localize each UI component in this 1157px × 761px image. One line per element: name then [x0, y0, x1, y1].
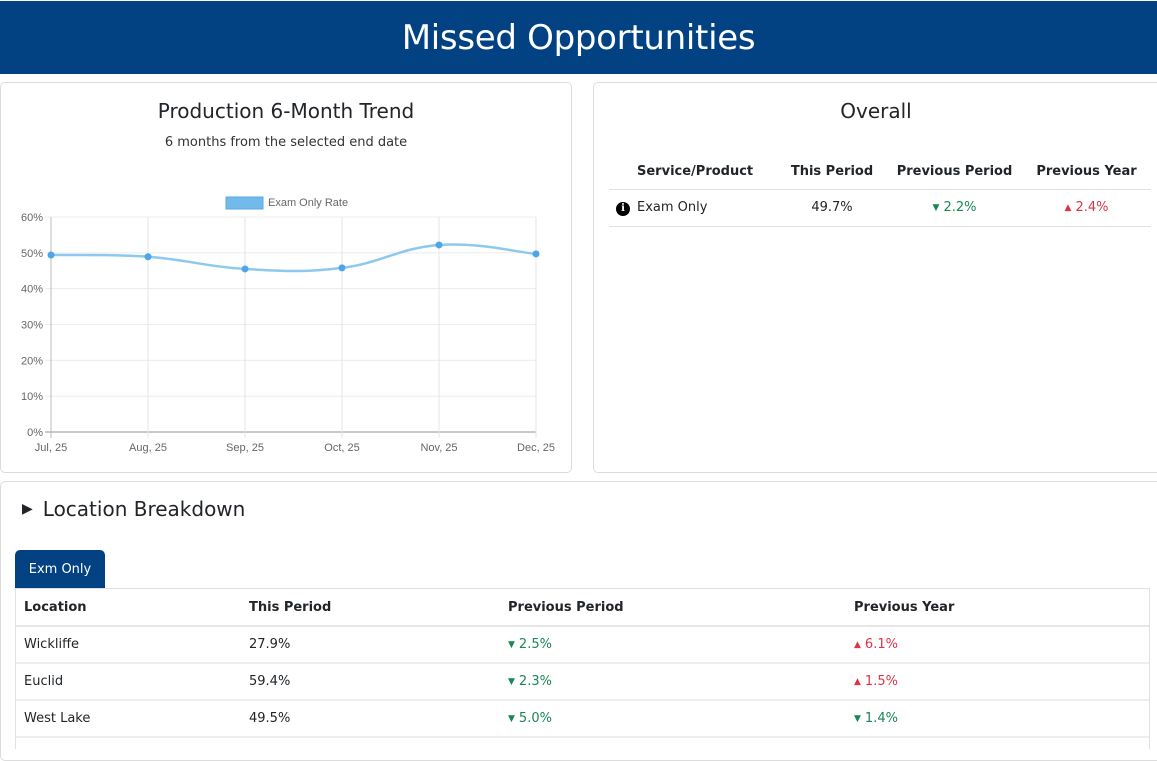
change-value: 1.5% [864, 674, 898, 689]
change-value: 2.2% [943, 200, 977, 215]
prev-period-cell-value: ▼ 5.0% [508, 711, 552, 726]
legend-swatch [225, 196, 264, 210]
overall-table: Service/Product This Period Previous Per… [609, 155, 1151, 227]
this-period-cell: 49.5% [241, 700, 500, 738]
this-period-cell: 49.7% [777, 189, 887, 227]
prev-year-cell-value: ▲ 1.5% [854, 674, 898, 689]
data-point [241, 265, 249, 273]
col-prev-year: Previous Year [846, 589, 1149, 627]
location-row: Wickliffe 27.9% ▼ 2.5% ▲ 6.1% [16, 626, 1149, 664]
tab-exam-only[interactable]: Exm Only [15, 550, 105, 588]
y-tick-label: 0% [27, 427, 43, 439]
change-value: 5.0% [518, 711, 552, 726]
triangle-up-icon: ▲ [854, 640, 861, 650]
y-tick-label: 50% [21, 248, 43, 260]
location-table: Location This Period Previous Period Pre… [16, 589, 1149, 749]
triangle-down-icon: ▼ [508, 640, 515, 650]
change-value: 2.4% [1075, 200, 1109, 215]
prev-year-cell-value: ▲ 2.4% [1065, 200, 1109, 215]
empty-row [16, 737, 1149, 749]
x-tick-label: Oct, 25 [324, 442, 359, 454]
trend-subtitle: 6 months from the selected end date [164, 135, 408, 150]
location-cell: West Lake [16, 700, 241, 738]
prev-year-cell: ▲ 1.5% [846, 663, 1149, 701]
change-value: 2.5% [518, 637, 552, 652]
data-point [532, 250, 540, 258]
col-prev-period: Previous Period [500, 589, 846, 627]
change-value: 6.1% [864, 637, 898, 652]
x-tick-label: Aug, 25 [129, 442, 167, 454]
prev-year-cell-value: ▼ 1.4% [854, 711, 898, 726]
x-tick-label: Jul, 25 [35, 442, 67, 454]
this-period-cell: 59.4% [241, 663, 500, 701]
col-this-period: This Period [241, 589, 500, 627]
overall-title: Overall [840, 99, 912, 123]
triangle-down-icon: ▼ [508, 677, 515, 687]
triangle-down-icon: ▼ [854, 714, 861, 724]
trend-chart: 0% 10% 20% 30% 40% 50% 60% Jul, 25 Aug, 25 Sep, 2… [21, 196, 555, 454]
col-this-period: This Period [777, 155, 887, 190]
y-tick-label: 30% [21, 320, 43, 332]
y-tick-label: 60% [21, 212, 43, 224]
trend-card: Production 6-Month Trend 6 months from t… [0, 82, 572, 473]
icon-col-header [609, 155, 637, 190]
data-point [144, 253, 152, 261]
change-value: 1.4% [864, 711, 898, 726]
location-cell: Wickliffe [16, 626, 241, 664]
x-tick-label: Nov, 25 [420, 442, 457, 454]
triangle-down-icon: ▼ [932, 203, 940, 213]
overall-card: Overall Service/Product This Period Prev… [593, 82, 1157, 473]
prev-year-cell: ▼ 1.4% [846, 700, 1149, 738]
col-location: Location [16, 589, 241, 627]
prev-year-cell: ▲ 6.1% [846, 626, 1149, 664]
legend-label: Exam Only Rate [268, 197, 348, 209]
location-breakdown-toggle[interactable]: ▶ Location Breakdown [22, 497, 245, 521]
overall-row: i Exam Only 49.7% ▼ 2.2% ▲ 2.4% [609, 189, 1151, 227]
triangle-up-icon: ▲ [854, 677, 861, 687]
empty-cell [16, 737, 1149, 749]
data-point [47, 251, 55, 259]
col-prev-period: Previous Period [887, 155, 1022, 190]
prev-period-cell: ▼ 5.0% [500, 700, 846, 738]
trend-title: Production 6-Month Trend [157, 99, 415, 123]
location-row: West Lake 49.5% ▼ 5.0% ▼ 1.4% [16, 700, 1149, 738]
y-tick-label: 20% [21, 355, 43, 367]
y-tick-label: 10% [21, 391, 43, 403]
location-table-wrap: Location This Period Previous Period Pre… [15, 588, 1150, 749]
service-cell: Exam Only [637, 189, 777, 227]
location-title: Location Breakdown [42, 497, 246, 521]
prev-period-cell: ▼ 2.3% [500, 663, 846, 701]
prev-period-cell: ▼ 2.2% [887, 189, 1022, 227]
page-title: Missed Opportunities [401, 17, 756, 58]
data-point [435, 241, 443, 249]
prev-year-cell: ▲ 2.4% [1022, 189, 1151, 227]
change-value: 2.3% [518, 674, 552, 689]
caret-right-icon: ▶ [22, 501, 33, 517]
info-cell: i [609, 189, 637, 227]
prev-period-cell-value: ▼ 2.2% [933, 200, 977, 215]
series-line [50, 243, 537, 273]
x-tick-label: Dec, 25 [517, 442, 555, 454]
location-header-row: Location This Period Previous Period Pre… [16, 589, 1149, 627]
y-tick-label: 40% [21, 284, 43, 296]
col-service: Service/Product [637, 155, 777, 190]
location-cell: Euclid [16, 663, 241, 701]
col-prev-year: Previous Year [1022, 155, 1151, 190]
tab-label: Exm Only [28, 561, 92, 577]
info-icon[interactable]: i [616, 201, 630, 216]
triangle-up-icon: ▲ [1064, 203, 1072, 213]
prev-period-cell: ▼ 2.5% [500, 626, 846, 664]
prev-period-cell-value: ▼ 2.3% [508, 674, 552, 689]
page-header: Missed Opportunities [0, 1, 1157, 74]
location-row: Euclid 59.4% ▼ 2.3% ▲ 1.5% [16, 663, 1149, 701]
prev-period-cell-value: ▼ 2.5% [508, 637, 552, 652]
prev-year-cell-value: ▲ 6.1% [854, 637, 898, 652]
triangle-down-icon: ▼ [508, 714, 515, 724]
x-tick-label: Sep, 25 [226, 442, 264, 454]
overall-header-row: Service/Product This Period Previous Per… [609, 155, 1151, 190]
this-period-cell: 27.9% [241, 626, 500, 664]
data-point [338, 264, 346, 272]
